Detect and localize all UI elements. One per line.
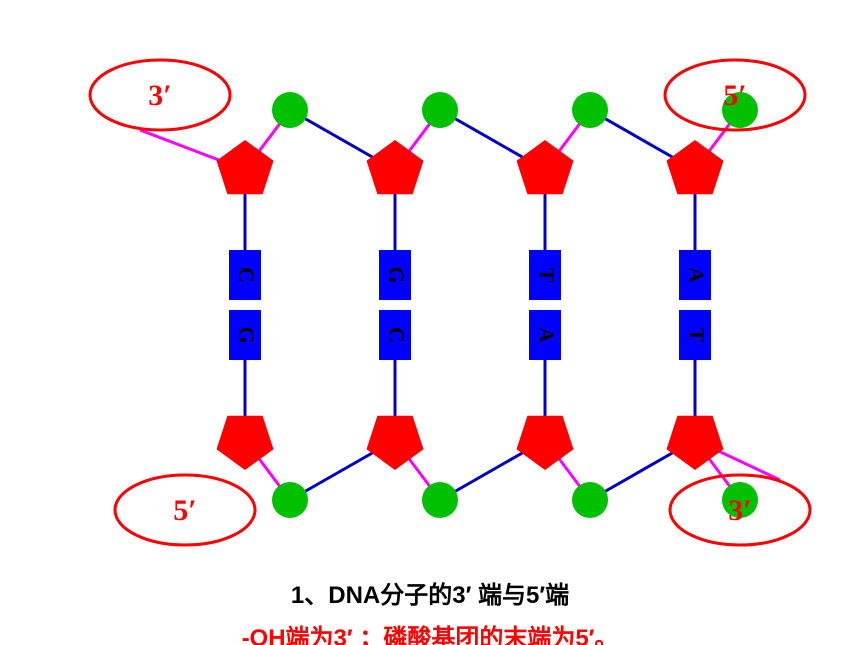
- sugar-pentagon: [517, 140, 574, 194]
- base-letter: G: [234, 326, 259, 343]
- end-label-text: 3′: [728, 494, 751, 527]
- sugar-pentagon: [667, 416, 724, 470]
- phosphate-circle: [572, 92, 608, 128]
- phosphate-circle: [272, 482, 308, 518]
- caption-line-1: 1、DNA分子的3′ 端与5′端: [0, 575, 860, 610]
- dna-diagram-stage: { "diagram": { "type": "infographic", "w…: [0, 0, 860, 645]
- phosphate-circle: [422, 92, 458, 128]
- end-label-text: 5′: [723, 79, 746, 112]
- sugar-pentagon: [367, 416, 424, 470]
- sugar-pentagon: [367, 140, 424, 194]
- base-letter: C: [234, 267, 259, 283]
- sugar-pentagon: [517, 416, 574, 470]
- phosphate-circle: [272, 92, 308, 128]
- phosphate-circle: [572, 482, 608, 518]
- sugar-pentagon: [217, 140, 274, 194]
- caption-line-2: -OH端为3′ ；磷酸基团的末端为5′。: [0, 618, 860, 645]
- base-letter: G: [384, 266, 409, 283]
- sugar-pentagon: [217, 416, 274, 470]
- base-letter: A: [684, 267, 709, 283]
- phosphate-circle: [422, 482, 458, 518]
- base-letter: T: [684, 328, 709, 343]
- base-letter: A: [534, 327, 559, 343]
- base-letter: T: [534, 268, 559, 283]
- end-label-text: 5′: [173, 494, 196, 527]
- base-letter: C: [384, 327, 409, 343]
- sugar-pentagon: [667, 140, 724, 194]
- dna-svg: C G T A G C A T 3′ 5′ 5′ 3′: [0, 0, 860, 645]
- end-label-text: 3′: [148, 79, 171, 112]
